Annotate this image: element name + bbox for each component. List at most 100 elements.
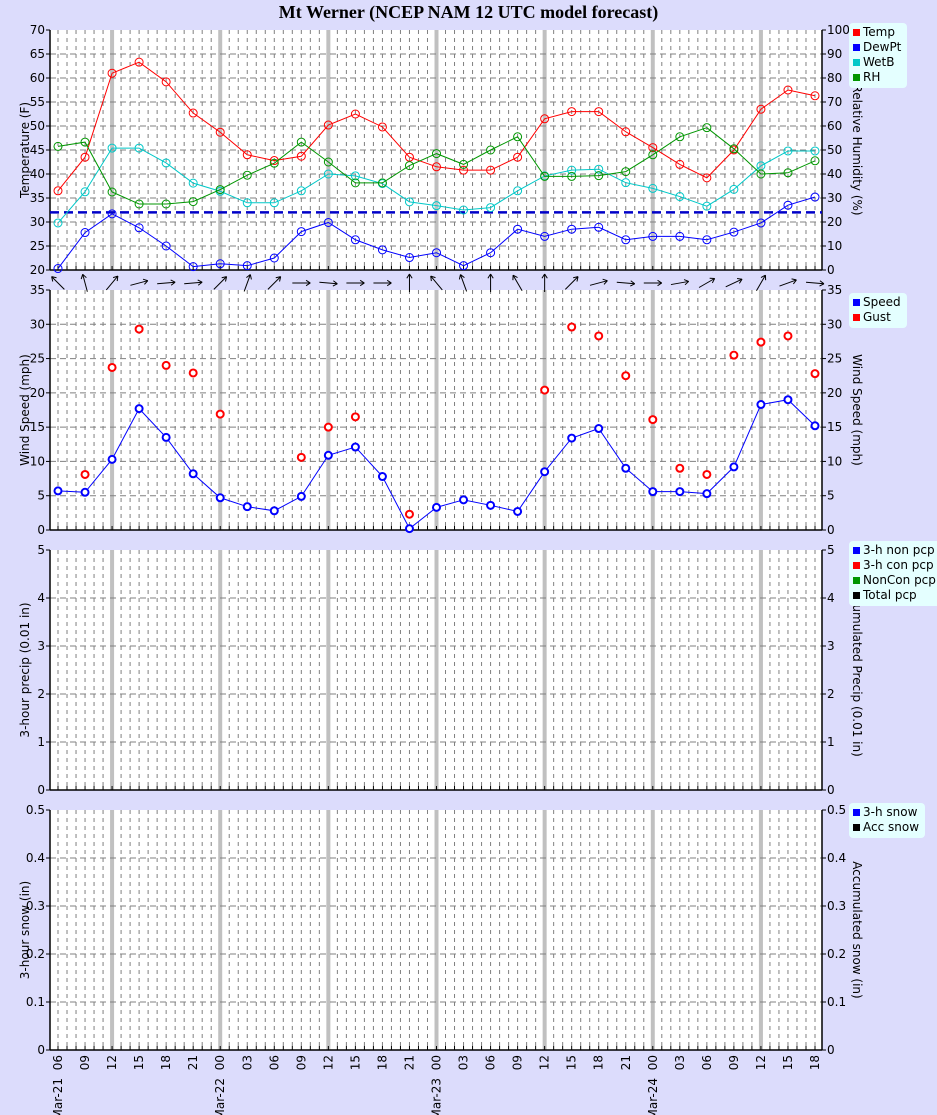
- legend-swatch-icon: [853, 59, 860, 66]
- svg-text:5: 5: [827, 543, 835, 557]
- svg-text:18: 18: [375, 1055, 389, 1070]
- legend-label: Total pcp: [863, 588, 917, 602]
- precip-panel: 5 5 4 4 3 3 2 2 1 1 0 0 3-hour precip (0.01 in) Accum…: [18, 543, 864, 797]
- wind-legend: Speed Gust: [849, 293, 907, 328]
- svg-text:15: 15: [348, 1055, 362, 1070]
- legend-label: RH: [863, 70, 881, 84]
- svg-text:0.1: 0.1: [827, 995, 846, 1009]
- legend-item: WetB: [853, 55, 901, 70]
- svg-text:1: 1: [827, 735, 835, 749]
- svg-text:09: 09: [294, 1055, 308, 1070]
- legend-label: DewPt: [863, 40, 902, 54]
- svg-text:30: 30: [30, 215, 45, 229]
- legend-label: WetB: [863, 55, 895, 69]
- legend-item: 3-h non pcp: [853, 543, 936, 558]
- svg-text:30: 30: [827, 317, 842, 331]
- legend-item: Temp: [853, 25, 901, 40]
- svg-text:4: 4: [827, 591, 835, 605]
- svg-text:35: 35: [30, 191, 45, 205]
- svg-text:21: 21: [186, 1055, 200, 1070]
- legend-label: 3-h non pcp: [863, 543, 935, 557]
- svg-text:0.2: 0.2: [827, 947, 846, 961]
- legend-swatch-icon: [853, 314, 860, 321]
- svg-text:3: 3: [827, 639, 835, 653]
- legend-swatch-icon: [853, 74, 860, 81]
- svg-text:0: 0: [827, 523, 835, 537]
- svg-text:5: 5: [37, 489, 45, 503]
- svg-text:55: 55: [30, 95, 45, 109]
- svg-text:12: 12: [754, 1055, 768, 1070]
- svg-text:0.4: 0.4: [26, 851, 45, 865]
- legend-swatch-icon: [853, 809, 860, 816]
- svg-text:21: 21: [619, 1055, 633, 1070]
- svg-text:0: 0: [827, 783, 835, 797]
- svg-text:00: 00: [213, 1055, 227, 1070]
- svg-text:80: 80: [827, 71, 842, 85]
- legend-item: NonCon pcp: [853, 573, 936, 588]
- svg-text:70: 70: [827, 95, 842, 109]
- svg-text:Accumulated snow (in): Accumulated snow (in): [850, 861, 864, 998]
- svg-text:00: 00: [430, 1055, 444, 1070]
- snow-legend: 3-h snow Acc snow: [849, 803, 926, 838]
- legend-swatch-icon: [853, 824, 860, 831]
- svg-text:09: 09: [511, 1055, 525, 1070]
- svg-text:0: 0: [827, 263, 835, 277]
- svg-text:35: 35: [30, 283, 45, 297]
- svg-text:35: 35: [827, 283, 842, 297]
- svg-text:5: 5: [827, 489, 835, 503]
- svg-text:0.4: 0.4: [827, 851, 846, 865]
- svg-text:3: 3: [37, 639, 45, 653]
- svg-text:25: 25: [30, 352, 45, 366]
- svg-text:12: 12: [321, 1055, 335, 1070]
- svg-text:12: 12: [538, 1055, 552, 1070]
- svg-text:21: 21: [402, 1055, 416, 1070]
- chart-title: Mt Werner (NCEP NAM 12 UTC model forecas…: [278, 2, 659, 22]
- svg-text:100: 100: [827, 23, 850, 37]
- svg-text:Relative Humidity (%): Relative Humidity (%): [850, 84, 864, 215]
- svg-text:Mar-24: Mar-24: [646, 1078, 660, 1115]
- svg-text:03: 03: [457, 1055, 471, 1070]
- legend-label: Speed: [863, 295, 901, 309]
- svg-text:20: 20: [827, 386, 842, 400]
- legend-item: RH: [853, 70, 901, 85]
- svg-text:Accumulated Precip (0.01 in): Accumulated Precip (0.01 in): [850, 583, 864, 757]
- svg-text:18: 18: [808, 1055, 822, 1070]
- svg-text:2: 2: [827, 687, 835, 701]
- svg-text:15: 15: [565, 1055, 579, 1070]
- svg-text:Wind Speed (mph): Wind Speed (mph): [850, 354, 864, 466]
- svg-text:0.5: 0.5: [827, 803, 846, 817]
- snow-panel: 0.5 0.5 0.4 0.4 0.3 0.3 0.2 0.2 0.1 0.1 0 0 3-hour s…: [18, 803, 864, 1057]
- legend-label: 3-h snow: [863, 805, 918, 819]
- legend-label: Temp: [863, 25, 895, 39]
- svg-text:10: 10: [827, 239, 842, 253]
- wind-panel: 35 35 30 30 25 25 20 20 15 15 10 10 5 5 0 0 Wind Speed (…: [18, 283, 864, 537]
- svg-text:0: 0: [827, 1043, 835, 1057]
- svg-text:0.3: 0.3: [827, 899, 846, 913]
- svg-text:Mar-23: Mar-23: [430, 1078, 444, 1115]
- legend-swatch-icon: [853, 29, 860, 36]
- svg-text:06: 06: [267, 1055, 281, 1070]
- svg-text:50: 50: [827, 143, 842, 157]
- svg-text:25: 25: [30, 239, 45, 253]
- svg-text:40: 40: [827, 167, 842, 181]
- svg-text:30: 30: [30, 317, 45, 331]
- svg-text:0.3: 0.3: [26, 899, 45, 913]
- wind-direction-arrows: [51, 273, 825, 292]
- svg-text:18: 18: [159, 1055, 173, 1070]
- legend-label: Acc snow: [863, 820, 920, 834]
- svg-text:03: 03: [673, 1055, 687, 1070]
- svg-text:0: 0: [37, 523, 45, 537]
- svg-text:3-hour precip (0.01 in): 3-hour precip (0.01 in): [18, 602, 32, 737]
- svg-text:0.1: 0.1: [26, 995, 45, 1009]
- legend-item: 3-h snow: [853, 805, 919, 820]
- svg-text:0: 0: [37, 783, 45, 797]
- svg-text:0: 0: [37, 1043, 45, 1057]
- svg-text:60: 60: [30, 71, 45, 85]
- svg-text:15: 15: [132, 1055, 146, 1070]
- svg-text:90: 90: [827, 47, 842, 61]
- svg-text:09: 09: [727, 1055, 741, 1070]
- svg-text:30: 30: [827, 191, 842, 205]
- svg-text:15: 15: [30, 420, 45, 434]
